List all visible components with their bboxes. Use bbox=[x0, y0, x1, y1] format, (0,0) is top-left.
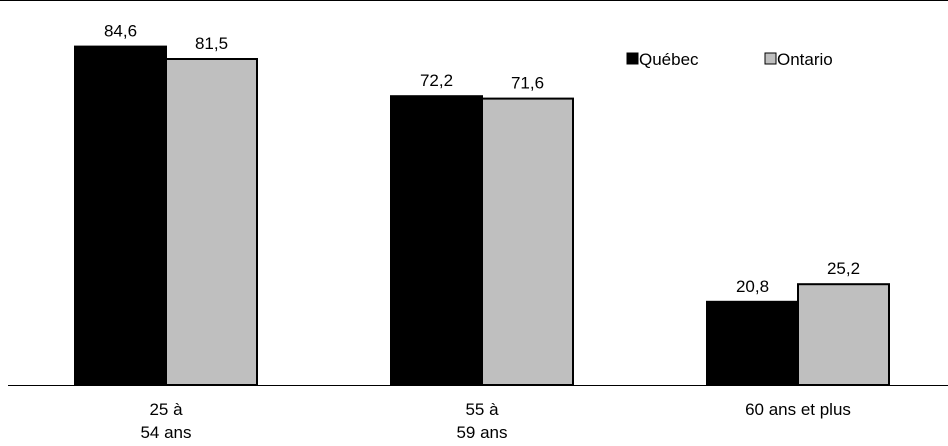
value-label-quebec-0: 84,6 bbox=[104, 22, 137, 41]
bar-ontario-2 bbox=[797, 283, 890, 387]
legend: Québec Ontario bbox=[626, 50, 833, 69]
legend-label-ontario: Ontario bbox=[777, 50, 833, 69]
value-label-quebec-2: 20,8 bbox=[736, 277, 769, 296]
bar-ontario-1 bbox=[481, 97, 574, 386]
bar-ontario-0 bbox=[165, 58, 258, 386]
bar-quebec-1 bbox=[390, 95, 483, 386]
bar-quebec-2 bbox=[706, 300, 799, 386]
category-labels-group: 25 à 54 ans 55 à 59 ans 60 ans et plus bbox=[140, 400, 850, 442]
legend-swatch-ontario bbox=[764, 52, 777, 65]
bars-group bbox=[74, 45, 890, 387]
category-label-0: 25 à 54 ans bbox=[140, 400, 191, 442]
value-label-quebec-1: 72,2 bbox=[420, 71, 453, 90]
value-label-ontario-1: 71,6 bbox=[511, 74, 544, 93]
legend-label-quebec: Québec bbox=[639, 50, 699, 69]
category-label-2: 60 ans et plus bbox=[745, 400, 851, 419]
value-label-ontario-2: 25,2 bbox=[827, 259, 860, 278]
value-label-ontario-0: 81,5 bbox=[195, 34, 228, 53]
value-labels-group: 84,6 81,5 72,2 71,6 20,8 25,2 bbox=[104, 22, 860, 296]
bar-quebec-0 bbox=[74, 45, 167, 386]
legend-swatch-quebec bbox=[626, 52, 639, 65]
category-label-1: 55 à 59 ans bbox=[456, 400, 507, 442]
